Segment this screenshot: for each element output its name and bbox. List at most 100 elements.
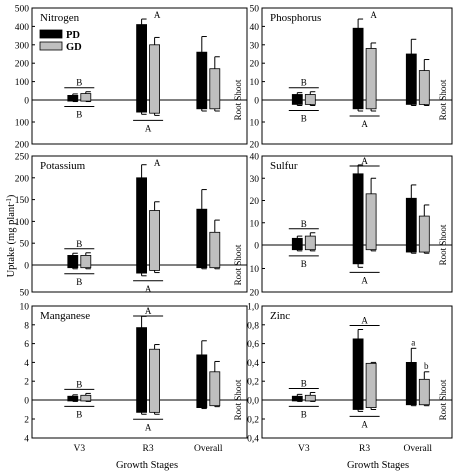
bar-pd-overall bbox=[405, 361, 417, 406]
sig-label: B bbox=[76, 78, 82, 88]
panel-title: Zinc bbox=[270, 310, 290, 322]
bar-pd-r3 bbox=[352, 338, 364, 410]
root-label: Root bbox=[438, 101, 448, 121]
bar-gd-overall bbox=[418, 215, 430, 253]
root-shoot-label: Root Shoot bbox=[438, 224, 448, 265]
y-tick-label: 50 bbox=[250, 5, 260, 15]
panel-frame bbox=[261, 305, 453, 439]
panel-frame bbox=[261, 155, 453, 293]
shoot-label: Shoot bbox=[438, 224, 448, 246]
bar-pd-r3 bbox=[136, 327, 148, 413]
panel-title: Potassium bbox=[40, 160, 86, 172]
y-tick-label: 300 bbox=[15, 41, 30, 51]
bar-pd-overall bbox=[405, 197, 417, 253]
x-tick-label: Overall bbox=[404, 444, 433, 454]
bar-gd-v3 bbox=[80, 394, 92, 402]
y-tick-root-label: 2 bbox=[24, 416, 29, 426]
x-tick-label: V3 bbox=[73, 444, 85, 454]
sig-label: B bbox=[301, 219, 307, 229]
y-tick-root-label: 20 bbox=[250, 141, 260, 151]
bar-pd-r3 bbox=[136, 177, 148, 274]
root-label: Root bbox=[233, 101, 243, 121]
y-tick-label: 8 bbox=[24, 321, 29, 331]
sig-label: a bbox=[411, 337, 415, 347]
bar-pd-r3 bbox=[352, 27, 364, 110]
legend-label-pd: PD bbox=[66, 30, 80, 41]
panel-frame bbox=[261, 7, 453, 145]
sig-label: B bbox=[76, 239, 82, 249]
y-tick-label: 100 bbox=[15, 218, 30, 228]
root-shoot-label: Root Shoot bbox=[233, 79, 243, 120]
y-tick-root-label: 10 bbox=[250, 265, 260, 275]
sig-label-root: A bbox=[361, 419, 368, 429]
sig-label: B bbox=[301, 78, 307, 88]
y-tick-root-label: 0,4 bbox=[247, 435, 259, 445]
bar-pd-overall bbox=[196, 51, 208, 110]
y-tick-label: 4 bbox=[24, 359, 29, 369]
root-label: Root bbox=[438, 246, 448, 266]
bar-gd-v3 bbox=[304, 94, 316, 105]
y-tick-label: 200 bbox=[15, 174, 30, 184]
sig-label-root: B bbox=[301, 114, 307, 124]
root-label: Root bbox=[233, 401, 243, 421]
y-tick-label: 1,0 bbox=[247, 303, 259, 313]
sig-label: B bbox=[76, 379, 82, 389]
sig-label-root: A bbox=[361, 119, 368, 129]
legend-swatch-gd bbox=[39, 41, 63, 51]
y-tick-label: 50 bbox=[20, 240, 30, 250]
sig-label-root: A bbox=[145, 284, 152, 294]
root-shoot-label: Root Shoot bbox=[233, 244, 243, 285]
bar-pd-v3 bbox=[291, 395, 303, 402]
y-tick-label: 10 bbox=[20, 303, 30, 313]
root-shoot-label: Root Shoot bbox=[438, 379, 448, 420]
sig-label-root: B bbox=[301, 409, 307, 419]
bar-gd-r3 bbox=[365, 362, 377, 408]
y-tick-label: 0 bbox=[24, 262, 29, 272]
bar-gd-overall bbox=[418, 70, 430, 105]
y-tick-label: 6 bbox=[24, 340, 29, 350]
x-axis-label-left: Growth Stages bbox=[116, 460, 178, 471]
shoot-label: Shoot bbox=[233, 79, 243, 101]
y-axis-label-main: Uptake (mg plant bbox=[6, 204, 17, 278]
y-tick-label: 150 bbox=[15, 196, 30, 206]
root-label: Root bbox=[233, 266, 243, 286]
bar-pd-v3 bbox=[67, 255, 79, 269]
root-shoot-label: Root Shoot bbox=[233, 379, 243, 420]
y-tick-root-label: 0,2 bbox=[247, 416, 259, 426]
sig-label: A bbox=[154, 158, 161, 168]
bar-pd-v3 bbox=[67, 95, 79, 102]
bar-pd-overall bbox=[196, 354, 208, 409]
bar-pd-r3 bbox=[352, 173, 364, 265]
bar-gd-r3 bbox=[149, 348, 161, 413]
y-tick-label: 0 bbox=[24, 97, 29, 107]
bar-gd-r3 bbox=[149, 44, 161, 114]
shoot-label: Shoot bbox=[438, 79, 448, 101]
bar-gd-v3 bbox=[304, 235, 316, 251]
bar-gd-overall bbox=[209, 231, 221, 269]
shoot-label: Shoot bbox=[233, 379, 243, 401]
y-axis-label: Uptake (mg plant-1) bbox=[5, 194, 17, 277]
x-tick-label: V3 bbox=[298, 444, 310, 454]
sig-label-root: B bbox=[76, 277, 82, 287]
y-tick-label: 0 bbox=[254, 242, 259, 252]
bar-pd-overall bbox=[196, 208, 208, 269]
y-tick-root-label: 200 bbox=[15, 141, 30, 151]
sig-label: A bbox=[361, 156, 368, 166]
panel-manganese: Manganese 0 2 4 6 8 10 2 4 B A B A Root Shoot V3 R3 Over… bbox=[20, 303, 248, 454]
y-tick-label: 0 bbox=[24, 397, 29, 407]
y-tick-label: 2 bbox=[24, 378, 29, 388]
sig-label: b bbox=[424, 361, 429, 371]
sig-label: A bbox=[370, 10, 377, 20]
panel-phosphorus: Phosphorus 0 10 20 30 40 50 10 20 B A B A Root Shoot bbox=[250, 5, 453, 151]
bar-gd-overall bbox=[209, 68, 221, 110]
y-tick-root-label: 50 bbox=[20, 289, 30, 299]
y-tick-label: 20 bbox=[250, 60, 260, 70]
y-tick-root-label: 100 bbox=[15, 119, 30, 129]
y-tick-label: 250 bbox=[15, 153, 30, 163]
sig-label-root: B bbox=[301, 259, 307, 269]
y-tick-label: 10 bbox=[250, 219, 260, 229]
y-tick-label: 30 bbox=[250, 41, 260, 51]
bar-gd-overall bbox=[418, 378, 430, 406]
legend-label-gd: GD bbox=[66, 42, 82, 53]
